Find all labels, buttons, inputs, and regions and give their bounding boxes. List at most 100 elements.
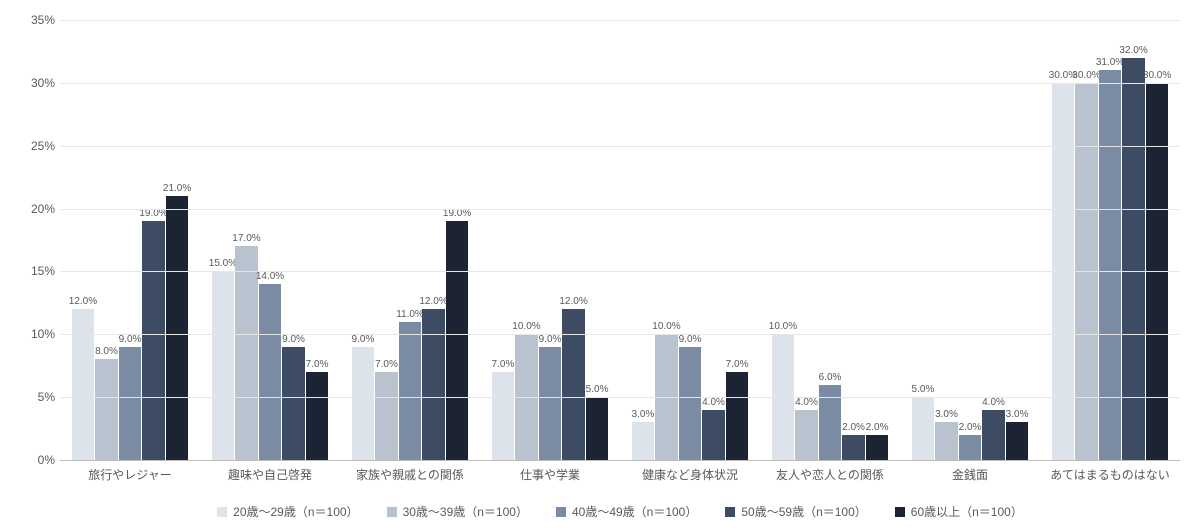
bar-value-label: 6.0%: [819, 372, 842, 385]
bar-value-label: 9.0%: [282, 334, 305, 347]
bar-value-label: 9.0%: [539, 334, 562, 347]
legend-swatch: [895, 507, 905, 517]
bar: 19.0%: [142, 221, 165, 460]
y-axis-label: 0%: [15, 453, 55, 467]
bar-value-label: 3.0%: [1006, 409, 1029, 422]
bar: 32.0%: [1122, 58, 1145, 460]
bar: 2.0%: [866, 435, 889, 460]
bar: 2.0%: [842, 435, 865, 460]
bar: 9.0%: [539, 347, 562, 460]
bar-value-label: 21.0%: [163, 183, 191, 196]
bars: 12.0%8.0%9.0%19.0%21.0%: [71, 20, 189, 460]
category-label: 趣味や自己啓発: [200, 460, 340, 483]
category-label: 健康など身体状況: [620, 460, 760, 483]
bar: 9.0%: [119, 347, 142, 460]
bar: 6.0%: [819, 385, 842, 460]
bar: 3.0%: [935, 422, 958, 460]
category-group: 15.0%17.0%14.0%9.0%7.0%趣味や自己啓発: [200, 20, 340, 460]
bar-value-label: 3.0%: [935, 409, 958, 422]
bar-value-label: 5.0%: [912, 384, 935, 397]
bar-value-label: 30.0%: [1072, 70, 1100, 83]
bar-value-label: 3.0%: [632, 409, 655, 422]
legend-label: 20歳～29歳（n＝100）: [233, 503, 358, 520]
grid-line: [60, 146, 1180, 147]
bar-value-label: 2.0%: [866, 422, 889, 435]
grid-line: [60, 83, 1180, 84]
legend-label: 40歳～49歳（n＝100）: [572, 503, 697, 520]
legend-label: 30歳～39歳（n＝100）: [403, 503, 528, 520]
bar-chart: 12.0%8.0%9.0%19.0%21.0%旅行やレジャー15.0%17.0%…: [10, 10, 1190, 520]
legend: 20歳～29歳（n＝100） 30歳～39歳（n＝100） 40歳～49歳（n＝10…: [60, 503, 1180, 520]
bar-value-label: 4.0%: [982, 397, 1005, 410]
bar-value-label: 2.0%: [842, 422, 865, 435]
bar-value-label: 2.0%: [959, 422, 982, 435]
legend-swatch: [387, 507, 397, 517]
category-group: 9.0%7.0%11.0%12.0%19.0%家族や親戚との関係: [340, 20, 480, 460]
bar: 12.0%: [562, 309, 585, 460]
bar-value-label: 12.0%: [69, 296, 97, 309]
y-axis-label: 30%: [15, 76, 55, 90]
bar-value-label: 32.0%: [1119, 45, 1147, 58]
category-label: 旅行やレジャー: [60, 460, 200, 483]
bar: 8.0%: [95, 359, 118, 460]
category-group: 5.0%3.0%2.0%4.0%3.0%金銭面: [900, 20, 1040, 460]
grid-line: [60, 397, 1180, 398]
bar: 17.0%: [235, 246, 258, 460]
y-axis-label: 25%: [15, 139, 55, 153]
grid-line: [60, 209, 1180, 210]
legend-item: 30歳～39歳（n＝100）: [387, 503, 528, 520]
bar: 11.0%: [399, 322, 422, 460]
y-axis-label: 20%: [15, 202, 55, 216]
bar-value-label: 5.0%: [586, 384, 609, 397]
bar: 7.0%: [492, 372, 515, 460]
bar-value-label: 10.0%: [512, 321, 540, 334]
bars: 7.0%10.0%9.0%12.0%5.0%: [491, 20, 609, 460]
bar: 31.0%: [1099, 70, 1122, 460]
bar: 7.0%: [306, 372, 329, 460]
bar: 4.0%: [702, 410, 725, 460]
bar-value-label: 4.0%: [795, 397, 818, 410]
bar-value-label: 9.0%: [352, 334, 375, 347]
bar-value-label: 17.0%: [232, 233, 260, 246]
legend-item: 20歳～29歳（n＝100）: [217, 503, 358, 520]
bar-value-label: 19.0%: [139, 208, 167, 221]
bar: 5.0%: [912, 397, 935, 460]
bar: 9.0%: [282, 347, 305, 460]
legend-swatch: [725, 507, 735, 517]
bar: 4.0%: [982, 410, 1005, 460]
bar: 7.0%: [375, 372, 398, 460]
bar: 3.0%: [632, 422, 655, 460]
bars: 10.0%4.0%6.0%2.0%2.0%: [771, 20, 889, 460]
bar-value-label: 19.0%: [443, 208, 471, 221]
bar-value-label: 10.0%: [769, 321, 797, 334]
y-axis-label: 35%: [15, 13, 55, 27]
legend-swatch: [556, 507, 566, 517]
bar-value-label: 12.0%: [419, 296, 447, 309]
category-label: あてはまるものはない: [1040, 460, 1180, 483]
bar: 14.0%: [259, 284, 282, 460]
legend-item: 60歳以上（n＝100）: [895, 503, 1023, 520]
bar-value-label: 8.0%: [95, 346, 118, 359]
grid-line: [60, 20, 1180, 21]
bar-value-label: 7.0%: [306, 359, 329, 372]
category-label: 友人や恋人との関係: [760, 460, 900, 483]
bar-value-label: 14.0%: [256, 271, 284, 284]
category-group: 3.0%10.0%9.0%4.0%7.0%健康など身体状況: [620, 20, 760, 460]
y-axis-label: 15%: [15, 264, 55, 278]
bar-value-label: 11.0%: [396, 309, 424, 322]
bar: 3.0%: [1006, 422, 1029, 460]
bar: 12.0%: [72, 309, 95, 460]
category-group: 10.0%4.0%6.0%2.0%2.0%友人や恋人との関係: [760, 20, 900, 460]
bar: 7.0%: [726, 372, 749, 460]
bar: 9.0%: [679, 347, 702, 460]
legend-item: 40歳～49歳（n＝100）: [556, 503, 697, 520]
category-group: 7.0%10.0%9.0%12.0%5.0%仕事や学業: [480, 20, 620, 460]
plot-area: 12.0%8.0%9.0%19.0%21.0%旅行やレジャー15.0%17.0%…: [60, 20, 1180, 461]
bars: 9.0%7.0%11.0%12.0%19.0%: [351, 20, 469, 460]
category-group: 30.0%30.0%31.0%32.0%30.0%あてはまるものはない: [1040, 20, 1180, 460]
bar-value-label: 7.0%: [726, 359, 749, 372]
bar-value-label: 7.0%: [375, 359, 398, 372]
bar: 21.0%: [166, 196, 189, 460]
legend-swatch: [217, 507, 227, 517]
bar-value-label: 31.0%: [1096, 57, 1124, 70]
